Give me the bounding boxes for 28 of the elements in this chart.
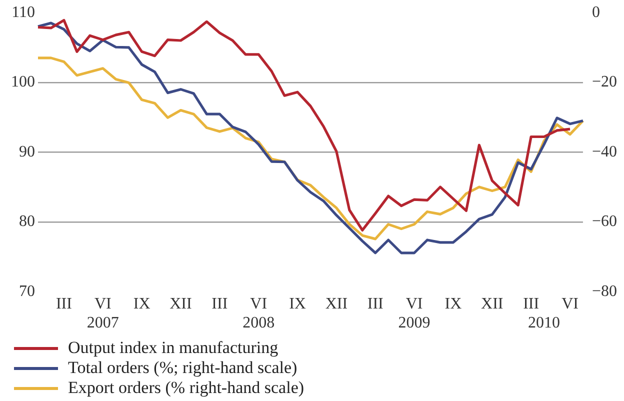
x-tick-label: VI 2007 [86, 295, 119, 332]
y2-tick-label: −60 [592, 213, 618, 230]
legend-label: Output index in manufacturing [68, 338, 278, 358]
x-tick-label: VI 2008 [242, 295, 275, 332]
legend-label: Total orders (%; right-hand scale) [68, 358, 298, 378]
y-tick-label: 90 [19, 143, 35, 160]
y2-tick-label: −20 [592, 74, 618, 91]
x-tick-label: III [212, 295, 228, 312]
x-tick-label: XII [481, 295, 504, 312]
x-tick-label: VI [562, 295, 578, 312]
y-tick-label: 110 [12, 4, 35, 21]
y-tick-label: 100 [11, 74, 35, 91]
x-tick-label: XII [325, 295, 348, 312]
x-tick-label: III [367, 295, 384, 312]
y-tick-label: 80 [19, 213, 35, 230]
x-tick-label: VI 2009 [398, 295, 430, 332]
y-tick-label: 70 [19, 282, 35, 300]
x-tick-label: IX [444, 295, 462, 312]
x-tick-label: IX [133, 295, 151, 312]
x-tick-label: III [523, 295, 540, 312]
y2-tick-label: 0 [592, 4, 600, 21]
y2-tick-label: −80 [592, 282, 618, 300]
x-tick-label: XII [170, 295, 192, 312]
x-tick-label: IX [289, 295, 306, 312]
legend-label: Export orders (% right-hand scale) [68, 378, 304, 398]
x-tick-label: III [56, 295, 72, 312]
x-tick-label: 2010 [528, 314, 560, 332]
y2-tick-label: −40 [592, 143, 618, 160]
